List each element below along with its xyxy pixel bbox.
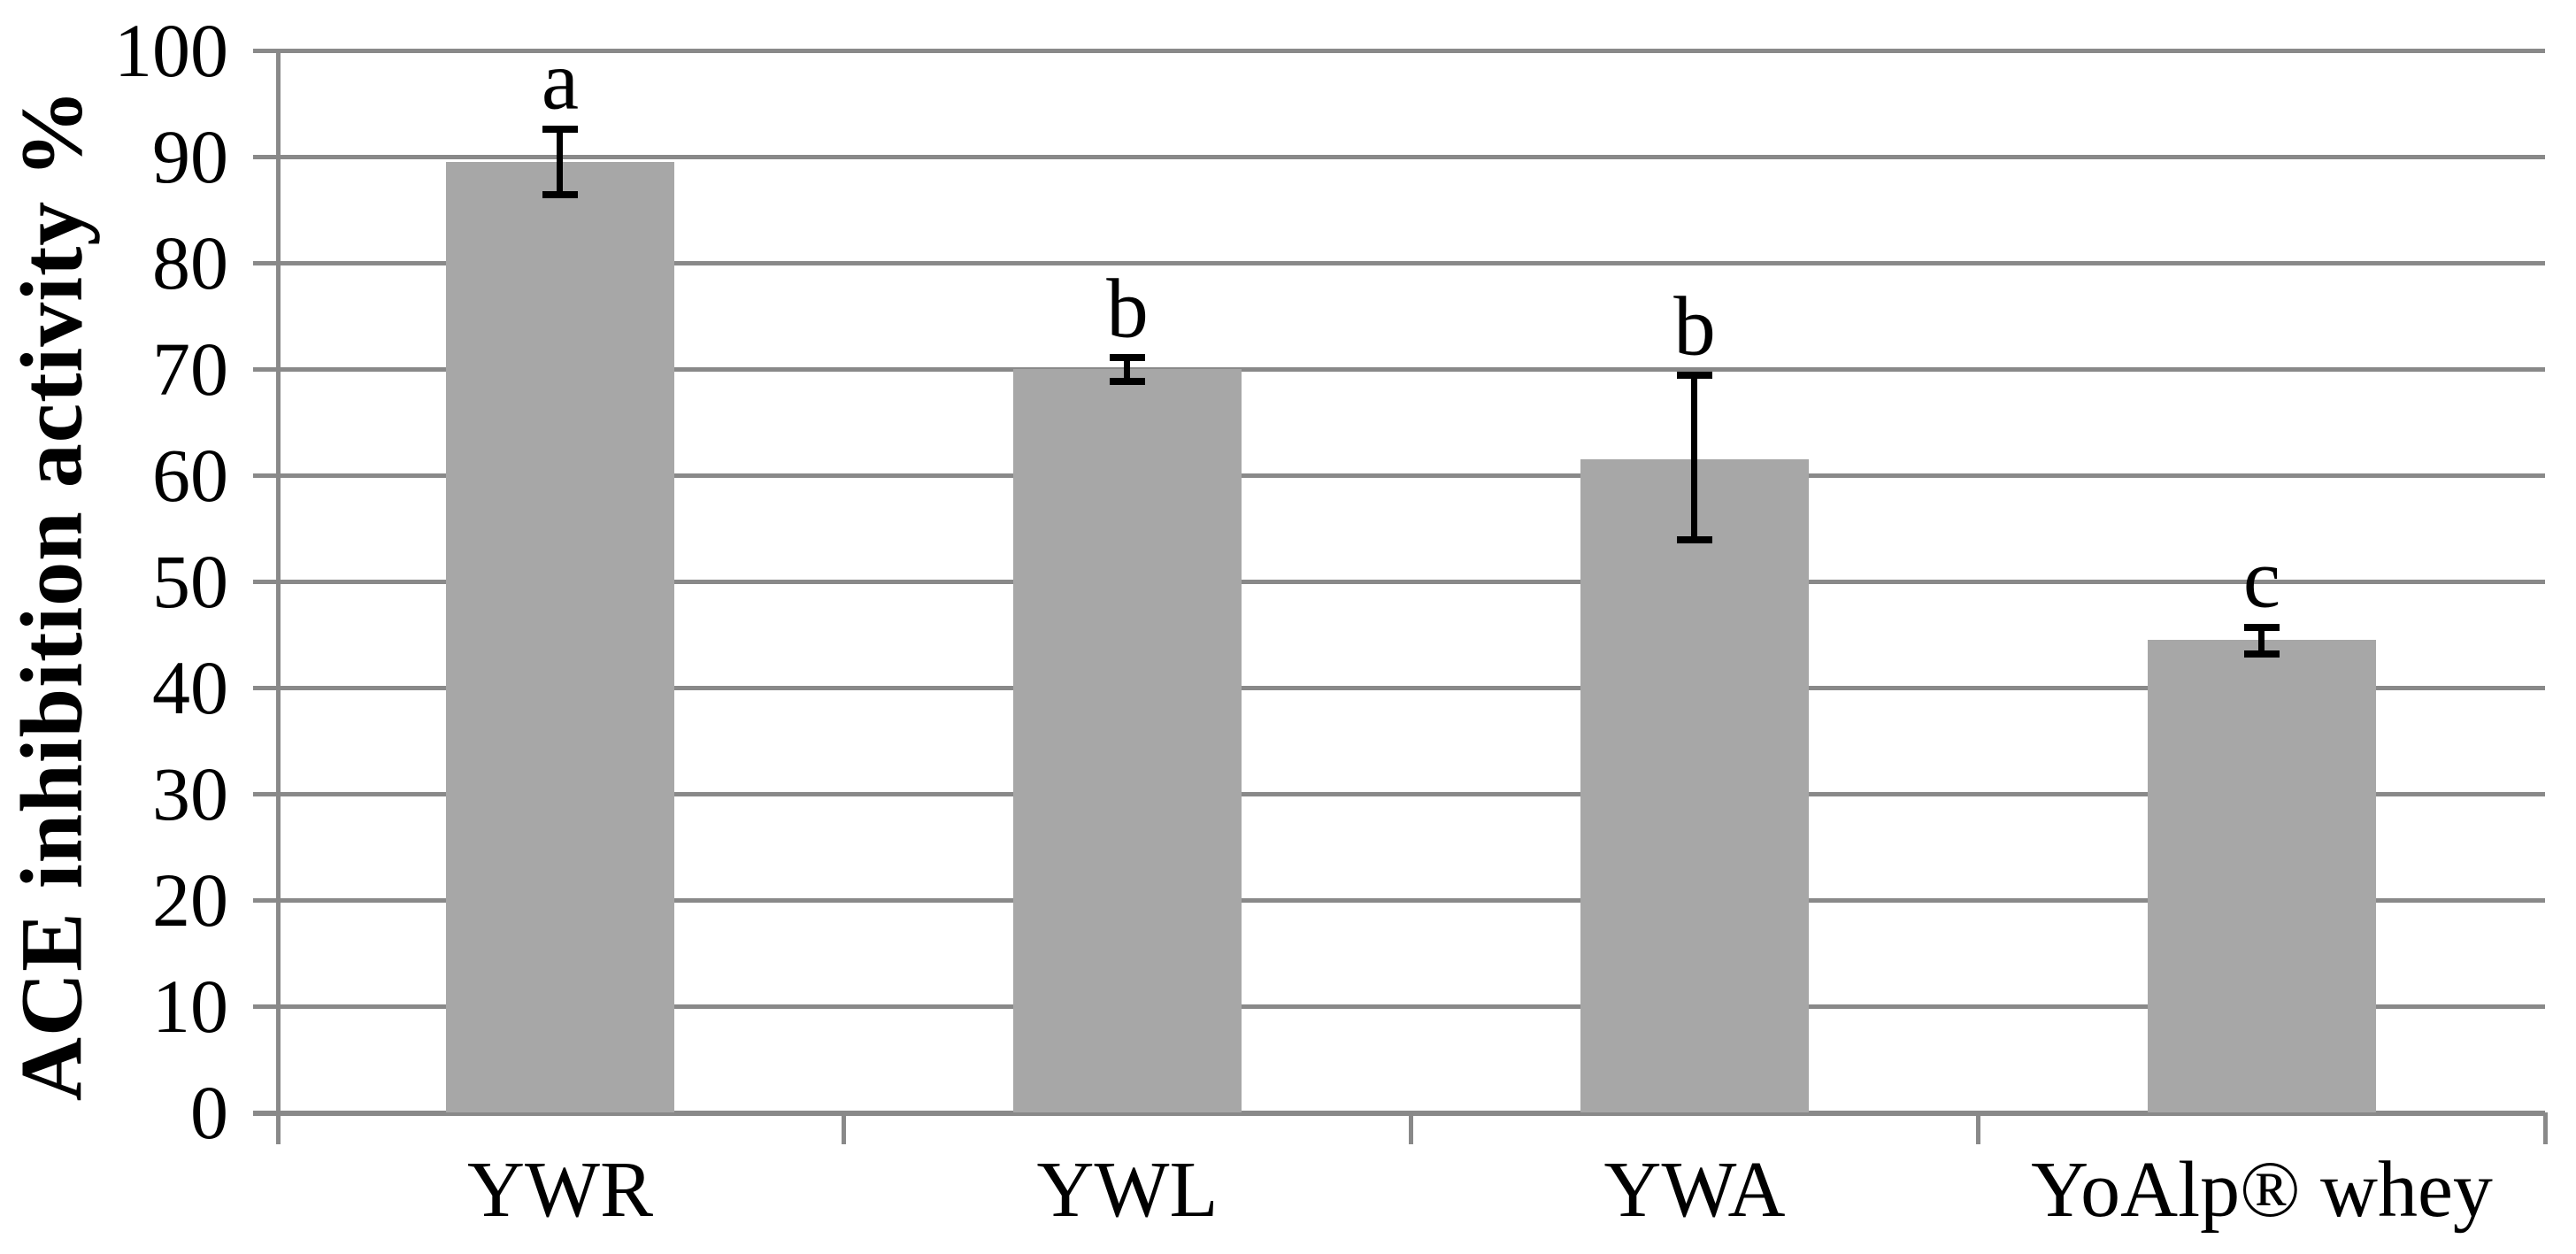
x-axis-tick xyxy=(2543,1112,2548,1144)
x-axis-tick xyxy=(1976,1112,1980,1144)
x-axis-baseline xyxy=(253,1111,2545,1116)
significance-letter: c xyxy=(2242,531,2281,626)
bar-YWA xyxy=(1580,459,1809,1112)
bar-YWL xyxy=(1013,369,1242,1112)
gridline xyxy=(253,261,2545,265)
x-category-label: YWA xyxy=(1603,1146,1786,1234)
gridline xyxy=(253,1004,2545,1009)
y-tick-label: 40 xyxy=(152,645,228,730)
error-bar xyxy=(557,129,563,195)
y-tick-label: 30 xyxy=(152,751,228,836)
gridline xyxy=(253,580,2545,584)
y-tick-label: 90 xyxy=(152,114,228,199)
gridline xyxy=(253,155,2545,159)
error-bar xyxy=(2258,627,2265,654)
x-axis-tick xyxy=(1409,1112,1413,1144)
y-tick-label: 80 xyxy=(152,220,228,305)
error-bar xyxy=(1691,375,1697,540)
gridline xyxy=(253,49,2545,53)
x-axis-tick xyxy=(842,1112,846,1144)
y-axis-line xyxy=(276,50,281,1144)
error-bar-bottom-cap xyxy=(1677,536,1712,543)
error-bar xyxy=(1124,358,1130,382)
bar-YWR xyxy=(446,162,674,1112)
error-bar-top-cap xyxy=(542,126,578,133)
error-bar-bottom-cap xyxy=(1110,378,1145,385)
bar-YoAlp® whey xyxy=(2148,640,2376,1112)
y-tick-label: 10 xyxy=(152,964,228,1049)
error-bar-bottom-cap xyxy=(2244,650,2280,658)
x-category-label: YWL xyxy=(1036,1146,1219,1234)
gridline xyxy=(253,367,2545,372)
error-bar-top-cap xyxy=(1110,354,1145,361)
error-bar-top-cap xyxy=(2244,624,2280,631)
gridline xyxy=(253,686,2545,690)
y-tick-label: 100 xyxy=(114,8,228,93)
y-tick-label: 50 xyxy=(152,539,228,624)
error-bar-bottom-cap xyxy=(542,191,578,198)
x-category-label: YoAlp® whey xyxy=(2031,1146,2493,1234)
gridline xyxy=(253,473,2545,478)
y-tick-label: 70 xyxy=(152,327,228,412)
y-tick-label: 20 xyxy=(152,858,228,942)
error-bar-top-cap xyxy=(1677,372,1712,379)
x-category-label: YWR xyxy=(467,1146,653,1234)
gridline xyxy=(253,792,2545,796)
significance-letter: a xyxy=(541,33,580,127)
significance-letter: b xyxy=(1106,261,1149,356)
y-tick-label: 0 xyxy=(190,1070,228,1155)
y-tick-label: 60 xyxy=(152,433,228,518)
significance-letter: b xyxy=(1673,279,1716,373)
gridline xyxy=(253,898,2545,903)
